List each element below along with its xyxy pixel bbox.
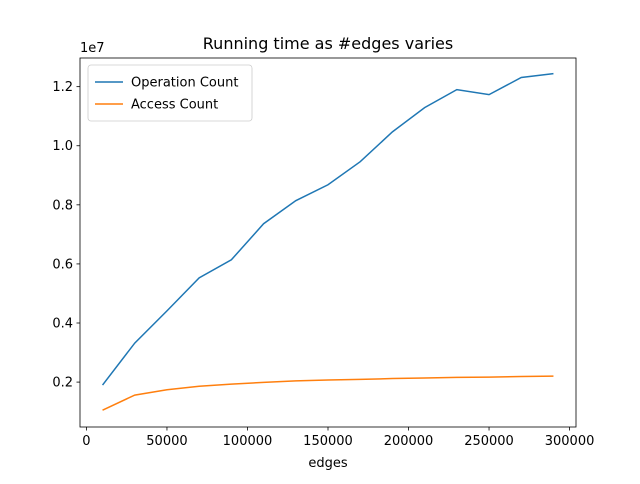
x-tick-label: 0 xyxy=(82,434,90,449)
y-tick-label: 0.4 xyxy=(52,317,73,332)
x-axis-label: edges xyxy=(308,456,348,471)
x-tick-label: 50000 xyxy=(146,434,187,449)
legend-label: Operation Count xyxy=(131,76,238,91)
y-tick-label: 1.0 xyxy=(52,139,73,154)
offset-label: 1e7 xyxy=(80,41,105,56)
chart-title: Running time as #edges varies xyxy=(203,34,453,53)
x-tick-label: 100000 xyxy=(223,434,273,449)
legend-label: Access Count xyxy=(131,98,218,113)
series-line xyxy=(102,375,554,411)
legend: Operation Count Access Count xyxy=(87,64,253,122)
y-tick-label: 0.8 xyxy=(52,198,73,213)
legend-box xyxy=(87,64,253,122)
y-tick-label: 0.6 xyxy=(52,257,73,272)
y-tick-label: 0.2 xyxy=(52,376,73,391)
x-tick-label: 300000 xyxy=(545,434,595,449)
y-tick-label: 1.2 xyxy=(52,80,73,95)
x-tick-label: 150000 xyxy=(303,434,353,449)
series-line xyxy=(101,72,554,386)
plot-frame xyxy=(79,57,577,428)
x-tick-label: 200000 xyxy=(384,434,434,449)
x-tick-label: 250000 xyxy=(464,434,514,449)
